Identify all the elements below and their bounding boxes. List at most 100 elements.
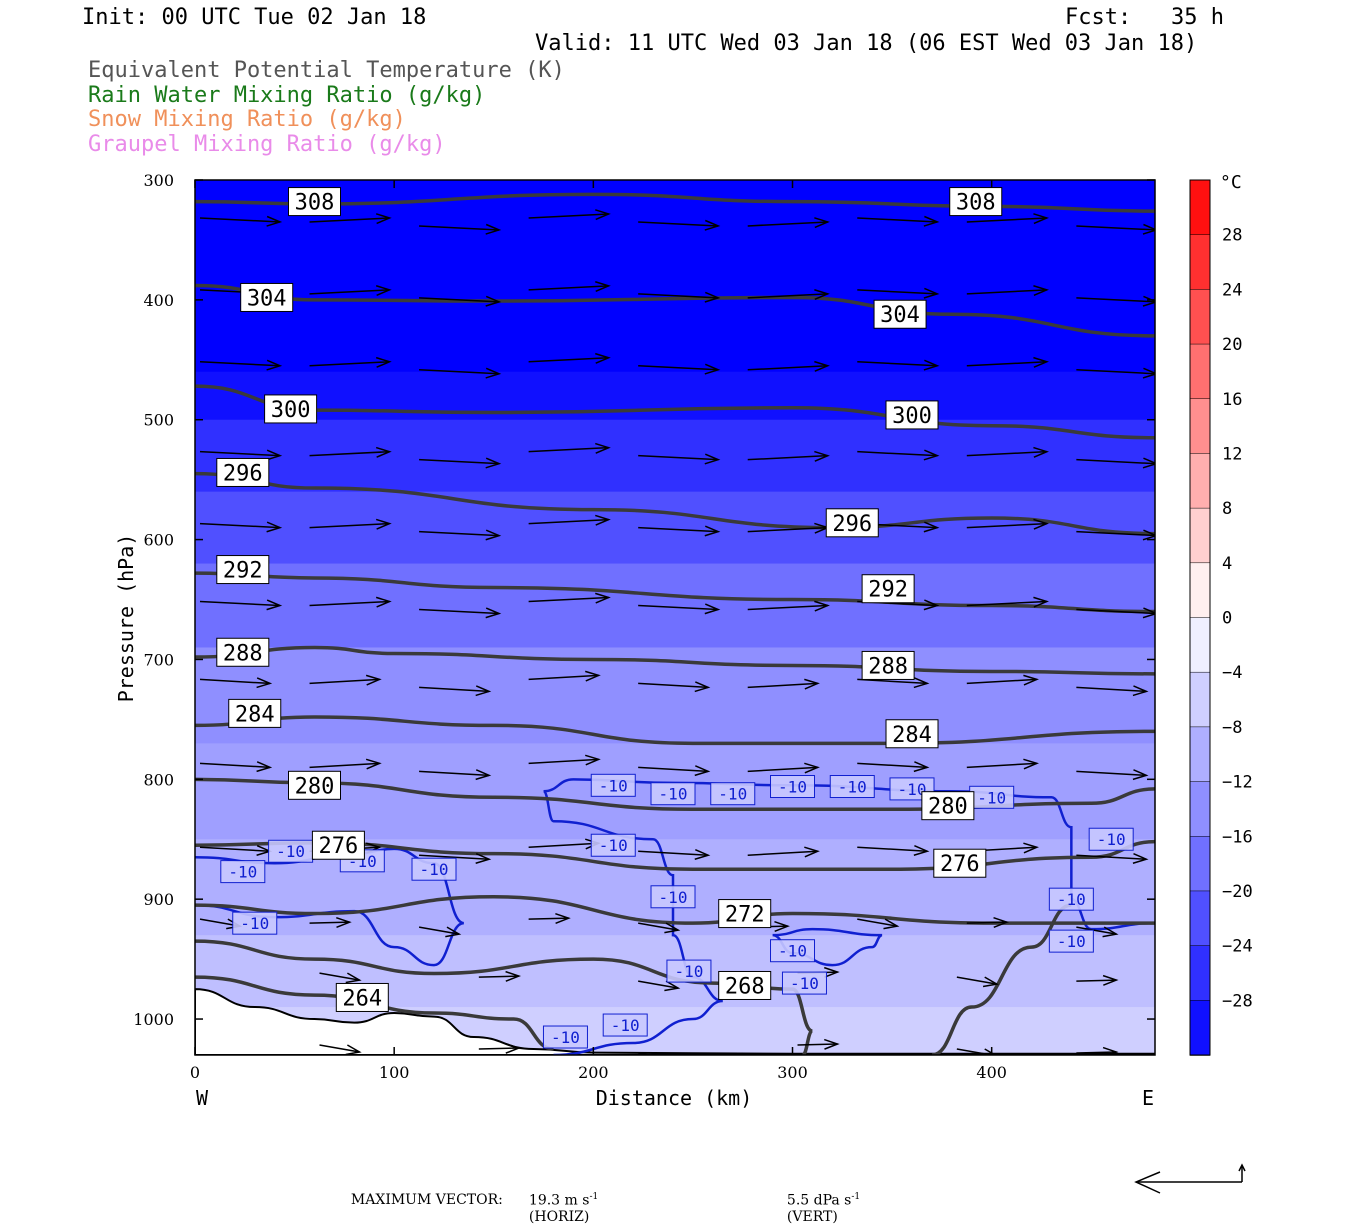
wind-vector-shaft	[638, 922, 679, 931]
isotherm-label: -10	[1057, 932, 1086, 951]
wind-vector-shaft	[478, 975, 519, 978]
colorbar-tick-label: −8	[1222, 718, 1242, 738]
wind-vector-head	[266, 359, 283, 371]
isotherm-label-box	[220, 860, 266, 884]
max-vector-arrow-icon	[1134, 1163, 1246, 1194]
wind-vector-head	[1132, 769, 1149, 781]
wind-vector-head	[704, 453, 721, 465]
shading-band	[195, 419, 1155, 493]
wind-vector-head	[1132, 685, 1149, 697]
wind-vector	[638, 291, 721, 303]
isotherm-label: -10	[276, 842, 305, 861]
isotherm-label: -10	[599, 836, 628, 855]
wind-vector	[638, 603, 721, 615]
wind-vector-head	[365, 674, 382, 686]
wind-vector-head	[923, 215, 940, 227]
wind-vector-shaft	[1076, 458, 1155, 465]
wind-vector	[1076, 926, 1119, 938]
wind-vector	[199, 521, 283, 533]
colorbar-swatch	[1189, 562, 1211, 619]
wind-vector-shaft	[528, 213, 609, 219]
wind-vector	[528, 912, 571, 924]
max-vector-vert-value: 5.5 dPa s	[786, 1192, 852, 1209]
wind-vector-shaft	[309, 678, 380, 685]
wind-vector-shaft	[966, 600, 1047, 607]
wind-vector-head	[694, 681, 711, 693]
wind-vector-shaft	[309, 289, 390, 295]
legend-line-graupel: Graupel Mixing Ratio (g/kg)	[88, 132, 446, 157]
theta-e-label-box	[264, 394, 318, 424]
wind-vector-head	[814, 289, 830, 301]
wind-vector-shaft	[528, 446, 609, 453]
wind-vector-head	[804, 846, 820, 858]
wind-vector-shaft	[478, 1047, 519, 1050]
wind-vector-shaft	[528, 842, 599, 848]
wind-vector	[797, 1038, 840, 1050]
wind-vector-shaft	[199, 522, 281, 529]
max-vector-label: MAXIMUM VECTOR:	[350, 1192, 503, 1208]
wind-vector	[528, 592, 611, 604]
wind-vector-head	[804, 762, 820, 774]
y-tick-label: 600	[143, 531, 174, 550]
theta-e-label-box	[949, 187, 1003, 217]
wind-vector-shaft	[1076, 1051, 1117, 1054]
wind-vector-head	[883, 918, 900, 930]
wind-vector	[638, 922, 681, 934]
isotherm-label-box	[770, 939, 816, 963]
x-end-label-east: E	[1142, 1086, 1154, 1110]
wind-vector-shaft	[199, 678, 271, 685]
wind-vector	[528, 442, 611, 454]
x-tick-label: 0	[190, 1063, 200, 1082]
wind-vector	[309, 356, 392, 368]
x-tick-label: 100	[379, 1063, 410, 1082]
isotherm-label-box	[1048, 887, 1094, 911]
colorbar-swatch	[1189, 453, 1211, 509]
y-tick-label: 500	[143, 411, 174, 430]
wind-vector-shaft	[797, 1043, 838, 1046]
wind-vector	[747, 846, 820, 858]
wind-vector-shaft	[419, 854, 490, 860]
colorbar-swatch	[1189, 234, 1211, 291]
wind-vector	[418, 926, 462, 938]
wind-vector-shaft	[309, 450, 390, 457]
wind-vector	[309, 285, 392, 297]
wind-vector-shaft	[857, 918, 898, 927]
wind-vector-shaft	[1076, 770, 1147, 777]
isotherm-label-box	[710, 782, 756, 806]
colorbar-swatch	[1189, 507, 1211, 564]
wind-vector-shaft	[309, 522, 390, 529]
wind-vector-shaft	[638, 221, 719, 227]
terrain-mask	[195, 988, 1155, 1055]
max-vector-vert-unit: (VERT)	[786, 1208, 838, 1225]
y-tick-label: 900	[143, 890, 174, 909]
x-tick-label: 300	[777, 1063, 808, 1082]
wind-vector-shaft	[528, 674, 599, 681]
isotherm-label: -10	[790, 974, 819, 993]
wind-vector	[747, 217, 830, 229]
y-tick-label: 400	[143, 291, 174, 310]
wind-vector	[1076, 685, 1149, 697]
theta-e-contour	[195, 645, 1155, 676]
wind-vector-head	[704, 291, 721, 303]
isotherm-label: -10	[898, 780, 927, 799]
wind-vector-head	[595, 592, 611, 604]
theta-e-label-box	[825, 508, 879, 538]
colorbar-tick-label: 12	[1222, 444, 1242, 464]
wind-vector-head	[923, 287, 940, 299]
colorbar-tick-label: −24	[1222, 937, 1253, 957]
max-vector-horiz-exp: -1	[589, 1192, 599, 1202]
colorbar-tick-label: −4	[1222, 663, 1242, 683]
theta-e-label: 272	[725, 903, 765, 928]
wind-vector	[966, 518, 1049, 530]
max-vector-readout: MAXIMUM VECTOR:	[342, 1176, 503, 1208]
wind-vector-head	[1023, 758, 1039, 770]
wind-vector-head	[595, 281, 611, 293]
theta-e-label-box	[216, 637, 270, 667]
wind-vector	[857, 215, 940, 227]
wind-vector-head	[1102, 926, 1119, 938]
theta-e-label: 276	[319, 834, 359, 859]
wind-vector-shaft	[419, 225, 500, 231]
wind-vector-shaft	[638, 293, 719, 299]
wind-vector-shaft	[1076, 369, 1155, 375]
wind-vector	[199, 359, 283, 371]
